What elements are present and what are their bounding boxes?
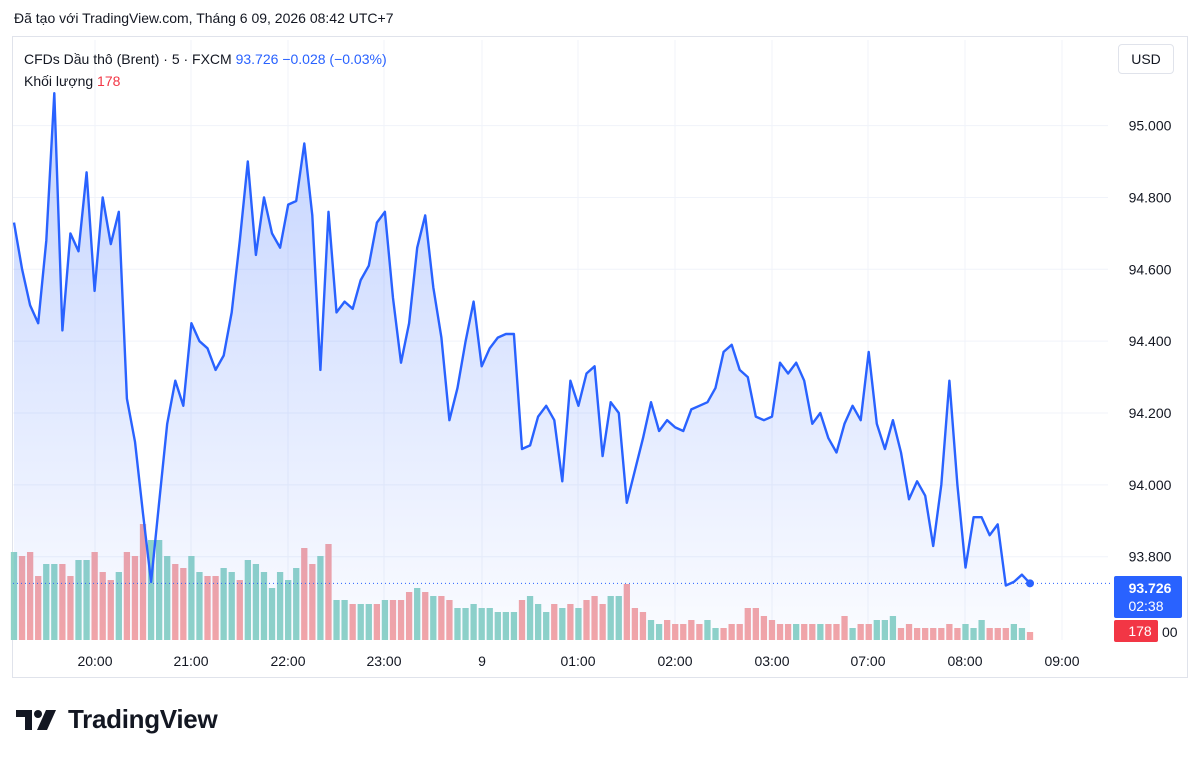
time-tick-label: 08:00 bbox=[947, 653, 982, 669]
price-tick-label: 94.600 bbox=[1129, 261, 1172, 277]
chart-caption: Đã tạo với TradingView.com, Tháng 6 09, … bbox=[14, 10, 394, 26]
price-tick-label: 95.000 bbox=[1129, 118, 1172, 134]
chart-legend: CFDs Dầu thô (Brent) · 5 · FXCM 93.726 −… bbox=[24, 48, 387, 92]
time-tick-label: 03:00 bbox=[754, 653, 789, 669]
time-tick-label: 9 bbox=[478, 653, 486, 669]
tradingview-logo-icon bbox=[16, 709, 56, 730]
price-area-fill bbox=[14, 93, 1030, 640]
price-tick-label: 94.000 bbox=[1129, 477, 1172, 493]
currency-button[interactable]: USD bbox=[1118, 44, 1174, 74]
symbol-name[interactable]: CFDs Dầu thô (Brent) · 5 · FXCM bbox=[24, 51, 232, 67]
last-price-label: 93.726 bbox=[1129, 580, 1172, 596]
time-tick-label: 21:00 bbox=[173, 653, 208, 669]
brand-name: TradingView bbox=[68, 704, 218, 734]
last-price-dot bbox=[1026, 579, 1034, 588]
volume-badge-label: 178 bbox=[1128, 623, 1152, 639]
price-line bbox=[12, 92, 1031, 587]
time-tick-label: 20:00 bbox=[77, 653, 112, 669]
volume-badge: 178 00 bbox=[1114, 620, 1178, 642]
volume-row: Khối lượng 178 bbox=[24, 70, 387, 92]
price-tick-label: 93.800 bbox=[1129, 549, 1172, 565]
time-tick-label: 07:00 bbox=[850, 653, 885, 669]
countdown-label: 02:38 bbox=[1128, 598, 1163, 614]
last-price: 93.726 bbox=[235, 51, 279, 67]
time-axis: 20:00 21:00 22:00 23:00 9 01:00 02:00 03:00 07:0… bbox=[77, 653, 1079, 669]
brand-logo[interactable]: TradingView bbox=[16, 704, 218, 735]
price-axis: 95.000 94.800 94.600 94.400 94.200 94.000 93.8… bbox=[1129, 118, 1172, 565]
price-change: −0.028 (−0.03%) bbox=[282, 51, 387, 67]
time-tick-label: 23:00 bbox=[366, 653, 401, 669]
time-tick-label: 01:00 bbox=[560, 653, 595, 669]
last-price-badge: 93.726 02:38 bbox=[1114, 576, 1182, 618]
volume-label[interactable]: Khối lượng bbox=[24, 73, 94, 89]
partial-price-tick: 00 bbox=[1162, 624, 1178, 640]
time-tick-label: 22:00 bbox=[270, 653, 305, 669]
time-tick-label: 02:00 bbox=[657, 653, 692, 669]
price-tick-label: 94.800 bbox=[1129, 189, 1172, 205]
symbol-row: CFDs Dầu thô (Brent) · 5 · FXCM 93.726 −… bbox=[24, 48, 387, 70]
price-tick-label: 94.400 bbox=[1129, 333, 1172, 349]
price-tick-label: 94.200 bbox=[1129, 405, 1172, 421]
chart-frame bbox=[12, 36, 1188, 678]
time-tick-label: 09:00 bbox=[1044, 653, 1079, 669]
volume-value: 178 bbox=[97, 73, 121, 89]
